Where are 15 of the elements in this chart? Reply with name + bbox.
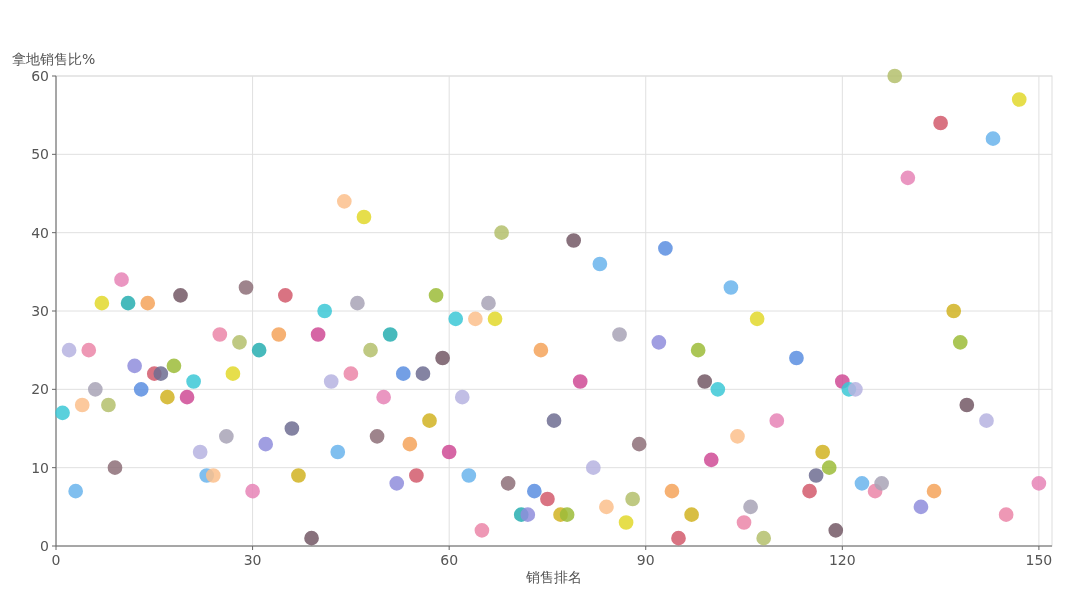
y-tick-label: 0 (40, 537, 49, 554)
x-tick-label: 120 (828, 552, 856, 568)
x-tick-label: 150 (1025, 552, 1053, 568)
y-tick-label: 20 (31, 381, 49, 398)
y-tick-label: 50 (31, 146, 49, 163)
x-axis-title: 销售排名 (525, 569, 582, 585)
x-tick-label: 90 (636, 552, 655, 568)
y-axis-title: 拿地销售比% (12, 51, 96, 67)
y-tick-label: 40 (31, 224, 49, 241)
x-tick-label: 60 (440, 552, 459, 568)
y-tick-label: 10 (31, 459, 49, 476)
y-tick-label: 60 (31, 67, 49, 84)
x-tick-label: 30 (243, 552, 262, 568)
y-tick-label: 30 (31, 302, 49, 319)
x-tick-label: 0 (51, 552, 61, 568)
